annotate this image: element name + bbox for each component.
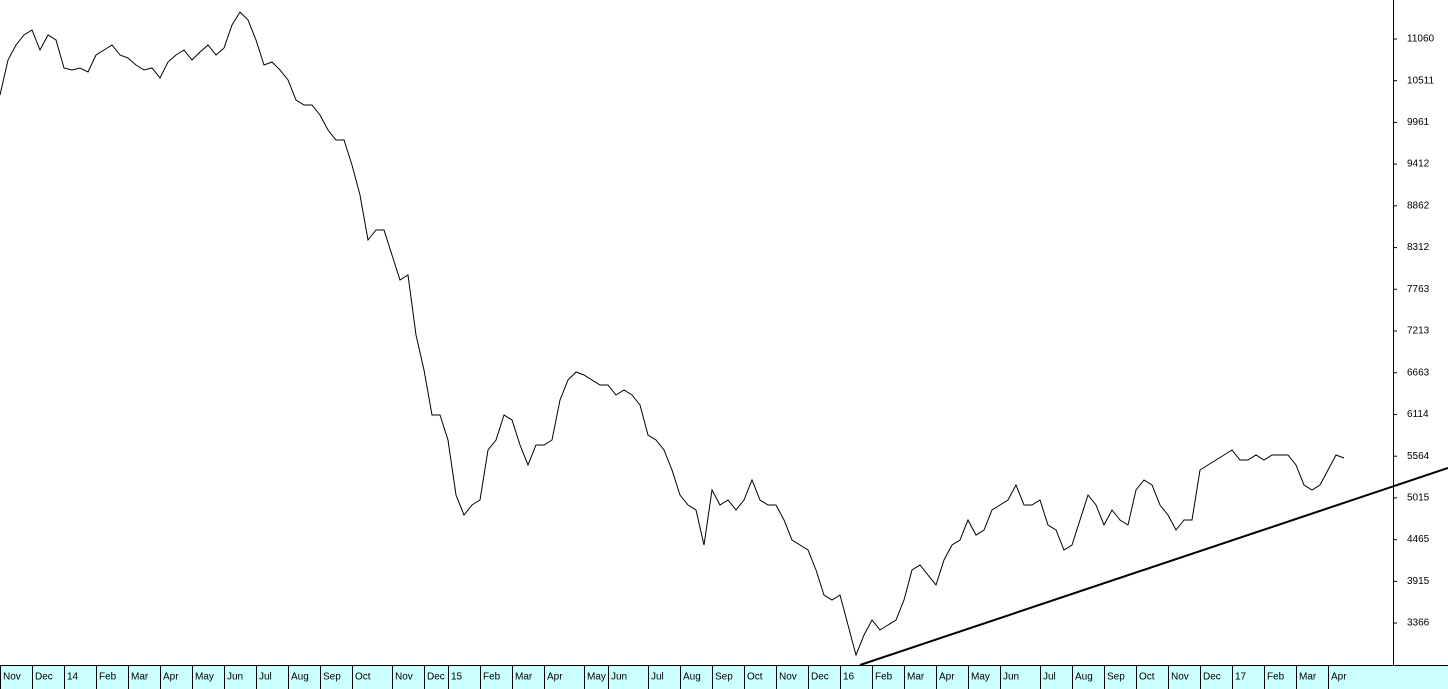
x-tick-label: Sep [1107, 672, 1125, 683]
price-line [0, 11, 1345, 657]
x-tick-label: Dec [35, 672, 53, 683]
x-tick-label: Apr [939, 672, 955, 683]
x-tick-label: Oct [355, 672, 371, 683]
x-tick-label: Feb [1267, 672, 1285, 683]
y-tick-label: 8312 [1407, 242, 1430, 253]
y-tick-label: 7213 [1407, 326, 1430, 337]
y-tick-label: 4465 [1407, 534, 1430, 545]
x-tick-label: Sep [715, 672, 733, 683]
y-tick-label: 3366 [1407, 618, 1430, 629]
x-tick-label: May [587, 672, 606, 683]
x-tick-label: Aug [1075, 672, 1093, 683]
y-tick-label: 9412 [1407, 159, 1430, 170]
x-tick-label: Nov [3, 672, 21, 683]
x-tick-label: Jul [259, 672, 272, 683]
x-tick-label: Oct [747, 672, 763, 683]
x-tick-label: Mar [131, 672, 149, 683]
y-tick-label: 6663 [1407, 367, 1430, 378]
x-tick-label: Aug [683, 672, 701, 683]
y-tick-label: 11060 [1407, 34, 1435, 45]
x-tick-label: Apr [547, 672, 563, 683]
y-tick-label: 10511 [1407, 75, 1435, 86]
trend-line [859, 467, 1448, 666]
x-tick-label: Nov [395, 672, 413, 683]
x-tick-label: Feb [99, 672, 117, 683]
y-tick-label: 6114 [1407, 409, 1429, 420]
y-tick-label: 9961 [1407, 117, 1430, 128]
x-tick-label: Jun [227, 672, 243, 683]
y-tick-label: 3915 [1407, 576, 1430, 587]
x-tick-label: Jun [611, 672, 627, 683]
x-tick-label: Dec [1203, 672, 1221, 683]
x-tick-label: Dec [427, 672, 445, 683]
x-tick-label: May [971, 672, 990, 683]
x-tick-label: Jul [651, 672, 664, 683]
x-tick-label: Jul [1043, 672, 1056, 683]
y-tick-label: 7763 [1407, 284, 1430, 295]
x-tick-label: Feb [483, 672, 501, 683]
x-tick-label: 14 [67, 672, 79, 683]
x-axis-strip [0, 665, 1448, 689]
x-tick-label: Oct [1139, 672, 1155, 683]
x-tick-label: Apr [1331, 672, 1347, 683]
x-tick-label: Mar [907, 672, 925, 683]
x-tick-label: Jun [1003, 672, 1019, 683]
x-tick-label: Mar [515, 672, 533, 683]
y-tick-label: 5564 [1407, 451, 1430, 462]
x-tick-label: Nov [1171, 672, 1189, 683]
x-tick-label: Apr [163, 672, 179, 683]
x-tick-label: 17 [1235, 672, 1247, 683]
x-tick-label: 15 [451, 672, 463, 683]
y-tick-label: 5015 [1407, 492, 1430, 503]
x-tick-label: Aug [291, 672, 309, 683]
y-tick-label: 8862 [1407, 200, 1430, 211]
x-tick-label: Mar [1299, 672, 1317, 683]
x-tick-label: 16 [843, 672, 855, 683]
x-tick-label: Feb [875, 672, 893, 683]
x-tick-label: Sep [323, 672, 341, 683]
x-tick-label: May [195, 672, 214, 683]
x-tick-label: Dec [811, 672, 829, 683]
x-tick-label: Nov [779, 672, 797, 683]
